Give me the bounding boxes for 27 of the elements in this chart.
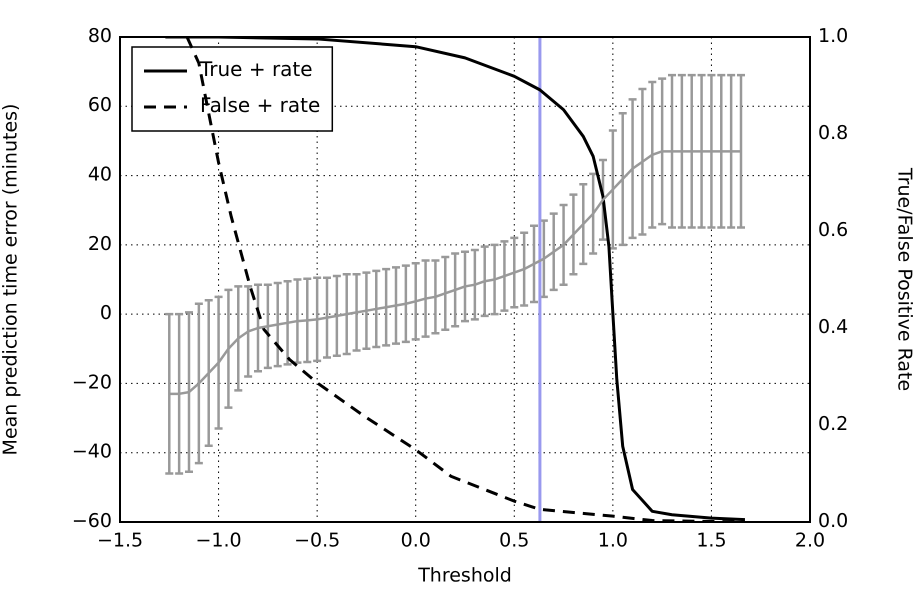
y2-tick-label: 0.4 [818,316,848,338]
y2-tick-label: 0.8 [818,122,848,144]
y-tick-label: 80 [88,24,112,47]
legend-label: True + rate [199,57,313,82]
y-tick-label: −40 [72,440,112,463]
y2-tick-label: 0.2 [818,412,848,435]
y-tick-label: 0 [100,302,112,324]
x-tick-label: 1.0 [598,529,628,552]
y2-tick-label: 0.6 [818,218,848,241]
y2-tick-label: 1.0 [818,24,848,47]
x-tick-label: 1.5 [696,529,727,552]
x-tick-label: 0.0 [400,529,431,552]
y-tick-label: 20 [88,232,112,255]
y2-axis-title: True/False Positive Rate [894,166,915,392]
y-tick-label: 60 [88,94,112,116]
legend-label: False + rate [200,93,320,118]
x-tick-label: −1.5 [96,529,144,552]
x-axis-title: Threshold [417,564,512,587]
y2-tick-label: 0.0 [818,510,848,532]
y-axis-title: Mean prediction time error (minutes) [0,104,22,456]
y-tick-label: −20 [72,371,112,394]
x-tick-label: 0.5 [499,529,530,552]
x-tick-label: −1.0 [196,529,242,552]
y-tick-label: −60 [72,510,112,532]
y-tick-label: 40 [88,164,112,186]
x-tick-label: −0.5 [294,529,340,552]
x-tick-label: 2.0 [794,529,826,552]
